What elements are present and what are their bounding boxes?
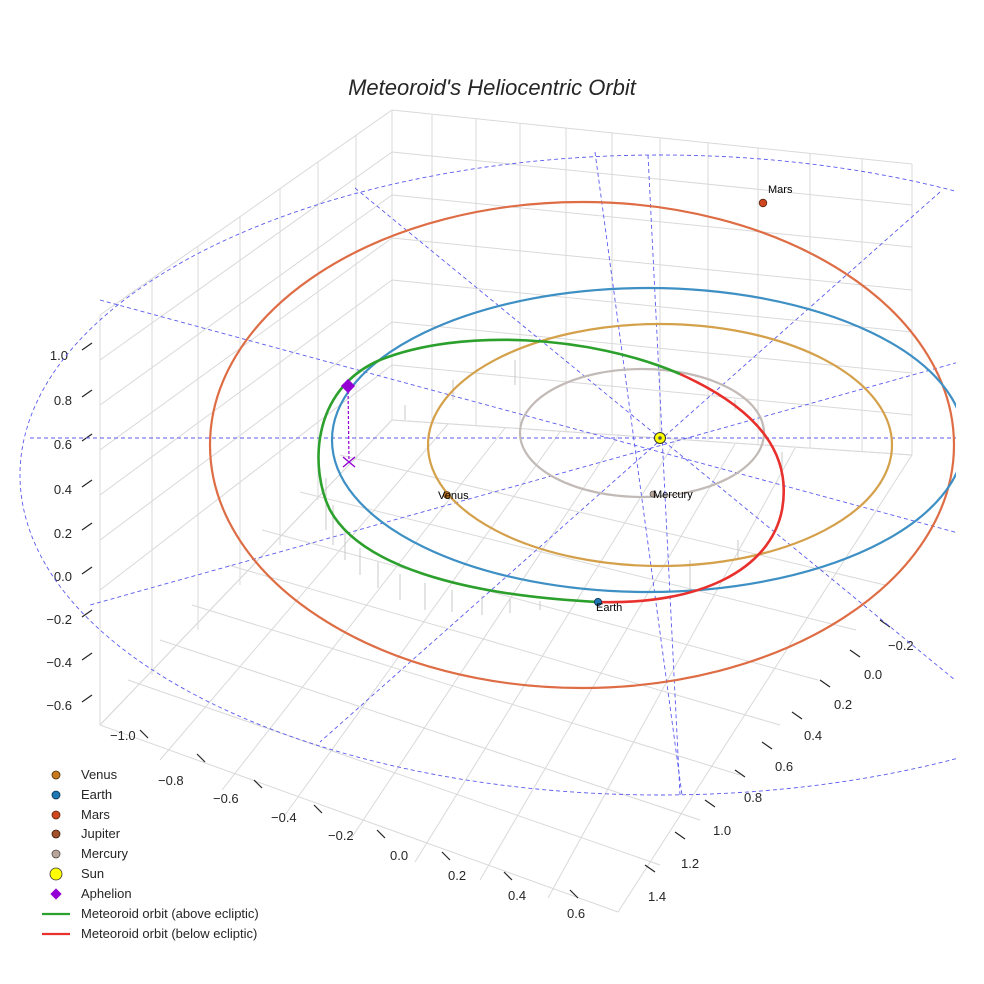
chart-title: Meteoroid's Heliocentric Orbit (348, 75, 637, 100)
legend-jupiter-label: Jupiter (81, 826, 121, 841)
legend-above-ecliptic-label: Meteoroid orbit (above ecliptic) (81, 906, 259, 921)
venus-label: Venus (438, 490, 469, 502)
y-tick-label: 1.4 (648, 889, 666, 904)
x-tick-label: −0.8 (158, 773, 184, 788)
mercury-label: Mercury (653, 489, 693, 501)
y-tick-label: 1.2 (681, 856, 699, 871)
z-tick-label: 0.6 (54, 437, 72, 452)
ecliptic-radial-line (319, 191, 941, 743)
aphelion-projection-marker (342, 456, 356, 468)
legend-mars-label: Mars (81, 807, 110, 822)
meteoroid-orbit-above-ecliptic (317, 338, 681, 604)
ecliptic-radial-line (354, 187, 956, 681)
sun-center-dot (658, 436, 662, 440)
x-tick-label: 0.6 (567, 906, 585, 921)
x-tick-label: −0.2 (328, 828, 354, 843)
mercury-marker (649, 490, 657, 498)
legend-aphelion-marker (50, 888, 62, 900)
legend-mercury-marker (51, 849, 61, 859)
x-tick-label: −0.4 (271, 810, 297, 825)
back-wall-grid (391, 109, 913, 456)
z-tick-label: −0.4 (46, 655, 72, 670)
legend-below-ecliptic-label: Meteoroid orbit (below ecliptic) (81, 926, 257, 941)
legend-mercury-label: Mercury (81, 846, 128, 861)
y-axis-tick-labels: −0.2 0.0 0.2 0.4 0.6 0.8 1.0 1.2 1.4 (648, 638, 914, 904)
z-tick-label: 0.0 (54, 569, 72, 584)
z-tick-label: 0.8 (54, 393, 72, 408)
x-tick-label: 0.0 (390, 848, 408, 863)
mars-orbit (208, 200, 956, 690)
legend-earth-label: Earth (81, 787, 112, 802)
legend-earth-marker (51, 790, 61, 800)
y-tick-label: 1.0 (713, 823, 731, 838)
mercury-orbit (518, 367, 766, 499)
ecliptic-radial-line (99, 299, 956, 533)
floor-grid (99, 419, 913, 913)
z-tick-label: −0.2 (46, 612, 72, 627)
x-tick-label: 0.4 (508, 888, 526, 903)
venus-orbit (426, 322, 894, 568)
x-tick-label: −1.0 (110, 728, 136, 743)
legend-venus-marker (51, 770, 61, 780)
z-tick-label: −0.6 (46, 698, 72, 713)
ecliptic-radial-line (647, 154, 681, 796)
legend-jupiter-marker (51, 829, 61, 839)
aphelion-marker (340, 378, 356, 394)
plot-area: Mars Earth Venus Mercury (19, 151, 956, 796)
z-tick-label: 0.2 (54, 526, 72, 541)
y-tick-label: 0.0 (864, 667, 882, 682)
y-tick-label: −0.2 (888, 638, 914, 653)
z-axis-tick-labels: −0.6 −0.4 −0.2 0.0 0.2 0.4 0.6 0.8 1.0 (46, 348, 72, 713)
mars-label: Mars (768, 184, 793, 196)
legend-aphelion-label: Aphelion (81, 886, 132, 901)
legend-sun-label: Sun (81, 866, 104, 881)
z-tick-label: 1.0 (50, 348, 68, 363)
legend-venus-label: Venus (81, 767, 118, 782)
earth-orbit (330, 286, 956, 594)
x-tick-label: −0.6 (213, 791, 239, 806)
earth-label: Earth (596, 602, 622, 614)
ecliptic-outer-ring (19, 154, 956, 796)
x-tick-label: 0.2 (448, 868, 466, 883)
axis-tick-marks (81, 342, 891, 899)
meteoroid-drop-lines (325, 360, 783, 615)
y-tick-label: 0.8 (744, 790, 762, 805)
legend: Venus Earth Mars Jupiter Mercury Sun Aph… (42, 767, 259, 941)
venus-marker (443, 491, 451, 499)
legend-mars-marker (51, 810, 61, 820)
ecliptic-radial-line (89, 362, 956, 606)
legend-sun-marker (49, 867, 63, 881)
y-tick-label: 0.4 (804, 728, 822, 743)
x-axis-tick-labels: −1.0 −0.8 −0.6 −0.4 −0.2 0.0 0.2 0.4 0.6 (110, 728, 585, 921)
mars-marker (758, 198, 768, 208)
left-wall-grid (99, 109, 393, 726)
y-tick-label: 0.2 (834, 697, 852, 712)
earth-marker (594, 598, 603, 607)
aphelion-drop-line (347, 385, 350, 463)
y-tick-label: 0.6 (775, 759, 793, 774)
meteoroid-orbit-below-ecliptic (597, 372, 786, 604)
ecliptic-reference-grid (19, 151, 956, 796)
ecliptic-radial-line (594, 151, 683, 796)
z-tick-label: 0.4 (54, 482, 72, 497)
